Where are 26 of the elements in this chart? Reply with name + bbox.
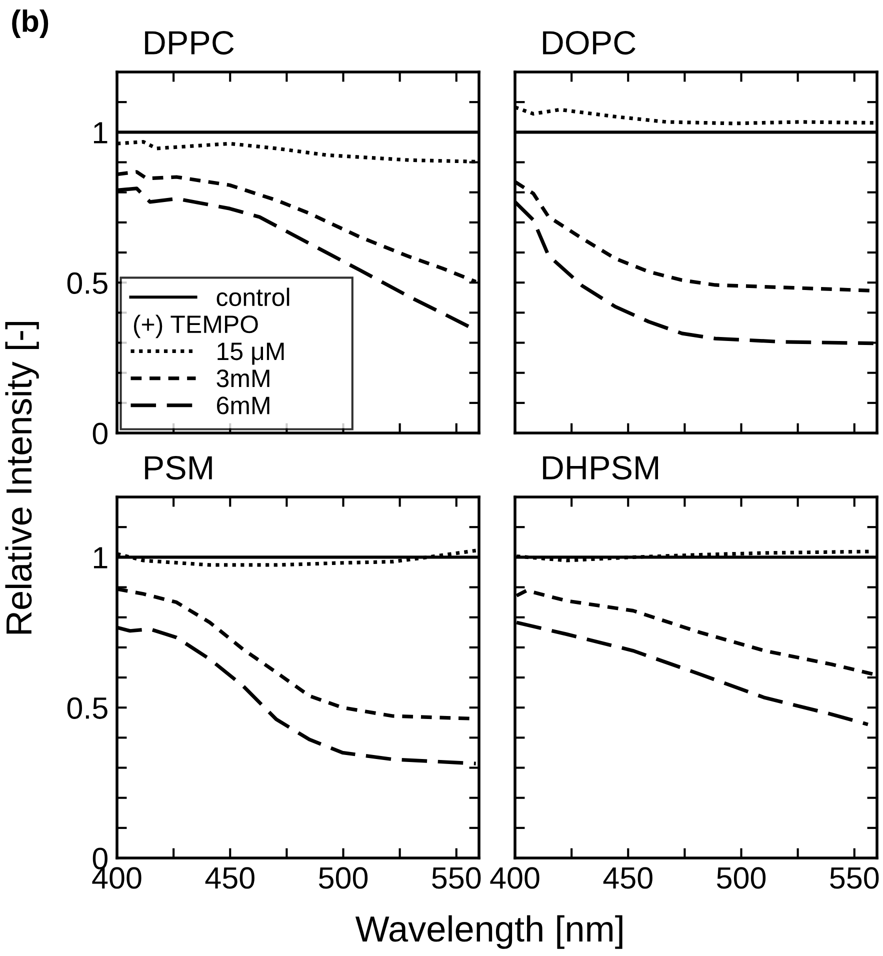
x-tick-label: 400: [490, 867, 540, 889]
chart-title: DHPSM: [543, 456, 658, 480]
y-tick-label: 0: [92, 848, 108, 870]
x-tick-label: 450: [205, 867, 254, 889]
legend-label: 3mM: [216, 370, 270, 388]
legend-label: 15 μM: [218, 342, 284, 365]
chart-title: DPPC: [145, 30, 234, 55]
x-tick-label: 500: [716, 867, 766, 889]
x-axis-title: Wavelength [nm]: [355, 915, 622, 949]
annotation: (+) TEMPO: [134, 314, 258, 338]
x-tick-label: 450: [603, 867, 652, 889]
x-tick-label: 500: [318, 867, 368, 889]
x-tick-label: 550: [432, 867, 481, 889]
x-tick-label: 550: [830, 867, 879, 889]
y-tick-label: 1: [94, 547, 108, 568]
y-axis-title: Relative Intensity [-]: [5, 322, 39, 634]
legend-label: 6mM: [217, 396, 270, 414]
x-tick-label: 400: [92, 867, 142, 889]
y-tick-label: 0: [92, 422, 108, 444]
chart-title: DOPC: [543, 30, 636, 55]
y-tick-label: 0.5: [67, 697, 108, 719]
text: (b): [12, 10, 48, 38]
legend-label: control: [216, 288, 290, 306]
y-tick-label: 1: [94, 122, 108, 144]
y-tick-label: 0.5: [67, 272, 108, 294]
chart-title: PSM: [145, 456, 212, 480]
